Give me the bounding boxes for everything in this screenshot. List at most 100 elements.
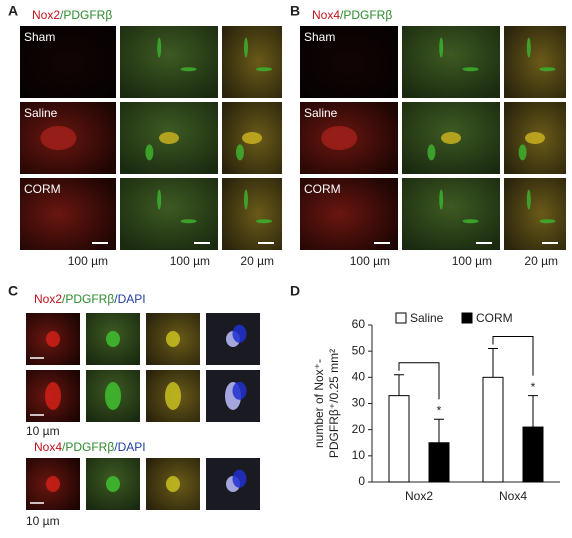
title-part: Nox2 — [34, 292, 62, 306]
micrograph — [222, 26, 282, 98]
scale-label: 10 µm — [26, 514, 60, 528]
significance-bracket — [492, 336, 534, 376]
panel-title: Nox2/PDGFRβ/DAPI — [34, 292, 146, 306]
panel-title: Nox2/PDGFRβ — [32, 8, 112, 22]
cell-signal — [232, 324, 247, 343]
row-label: Saline — [24, 106, 58, 120]
micrograph — [120, 178, 218, 250]
y-tick-label: 50 — [352, 343, 366, 357]
row-label: Sham — [24, 30, 55, 44]
cell-signal — [232, 469, 247, 488]
cell-signal — [242, 132, 262, 144]
micrograph — [20, 26, 116, 98]
cell-signal — [159, 132, 179, 144]
y-axis-label: number of Nox⁺- — [312, 359, 326, 448]
bar — [482, 376, 504, 483]
error-bar — [488, 348, 498, 378]
panel-title: Nox4/PDGFRβ/DAPI — [34, 440, 146, 454]
title-part: /DAPI — [114, 292, 145, 306]
cell-signal — [106, 331, 120, 347]
cell-signal — [145, 144, 154, 161]
row-label: CORM — [304, 182, 341, 196]
title-part: /DAPI — [114, 440, 145, 454]
title-part: /PDGFRβ — [340, 8, 392, 22]
cell-signal — [539, 67, 556, 72]
cell-signal — [539, 219, 556, 224]
y-tick-label: 10 — [352, 448, 366, 462]
scale-label: 20 µm — [240, 254, 274, 268]
cell-signal — [321, 126, 358, 150]
scale-label: 20 µm — [524, 254, 558, 268]
x-tick-label: Nox2 — [405, 489, 433, 503]
cell-signal — [256, 67, 272, 72]
micrograph — [222, 178, 282, 250]
cell-signal — [526, 37, 531, 58]
row-label: Sham — [304, 30, 335, 44]
cell-signal — [256, 219, 272, 224]
cell-signal — [40, 126, 77, 150]
cell-signal — [441, 132, 461, 144]
micrograph — [504, 178, 566, 250]
cell-signal — [45, 382, 61, 410]
micrograph — [402, 26, 500, 98]
title-part: /PDGFRβ — [60, 8, 112, 22]
legend-label: CORM — [476, 311, 513, 325]
y-tick-label: 60 — [352, 317, 366, 331]
cell-signal — [244, 37, 248, 58]
cell-signal — [232, 381, 247, 400]
cell-signal — [105, 382, 121, 410]
cell-signal — [166, 476, 180, 492]
significance-mark: * — [531, 380, 536, 394]
legend-swatch — [461, 312, 473, 324]
y-tick-label: 40 — [352, 370, 366, 384]
cell-signal — [165, 382, 181, 410]
cell-signal — [526, 189, 531, 210]
cell-signal — [462, 219, 479, 224]
micrograph — [20, 178, 116, 250]
legend-swatch — [395, 312, 407, 324]
bar — [388, 395, 410, 483]
cell-signal — [106, 476, 120, 492]
y-tick-label: 30 — [352, 396, 366, 410]
significance-mark: * — [437, 403, 442, 417]
error-bar — [528, 395, 538, 428]
cell-signal — [180, 67, 197, 72]
micrograph — [120, 26, 218, 98]
significance-bracket — [398, 362, 440, 400]
scale-label: 100 µm — [68, 254, 108, 268]
row-label: CORM — [24, 182, 61, 196]
micrograph — [402, 178, 500, 250]
bar — [428, 442, 450, 483]
title-part: /PDGFRβ — [62, 292, 114, 306]
y-tick-label: 20 — [352, 422, 366, 436]
scale-label: 100 µm — [452, 254, 492, 268]
bar — [522, 426, 544, 483]
scale-label: 10 µm — [26, 424, 60, 438]
error-bar — [434, 418, 444, 443]
legend-label: Saline — [410, 311, 444, 325]
cell-signal — [462, 67, 479, 72]
cell-signal — [46, 476, 60, 492]
cell-signal — [244, 189, 248, 210]
micrograph — [300, 178, 398, 250]
cell-signal — [439, 37, 444, 58]
cell-signal — [157, 37, 162, 58]
y-axis-label: PDGFRβ⁺/0.25 mm² — [327, 349, 341, 458]
y-tick-label: 0 — [358, 474, 365, 488]
cell-signal — [439, 189, 444, 210]
panel-letter: C — [8, 283, 18, 299]
cell-signal — [46, 331, 60, 347]
panel-letter: B — [290, 3, 300, 19]
cell-signal — [166, 331, 180, 347]
error-bar — [394, 374, 404, 396]
title-part: Nox4 — [34, 440, 62, 454]
micrograph — [300, 26, 398, 98]
cell-signal — [427, 144, 436, 161]
x-tick-label: Nox4 — [499, 489, 527, 503]
panel-letter: A — [8, 3, 18, 19]
cell-signal — [236, 144, 244, 161]
cell-signal — [157, 189, 162, 210]
title-part: /PDGFRβ — [62, 440, 114, 454]
row-label: Saline — [304, 106, 338, 120]
